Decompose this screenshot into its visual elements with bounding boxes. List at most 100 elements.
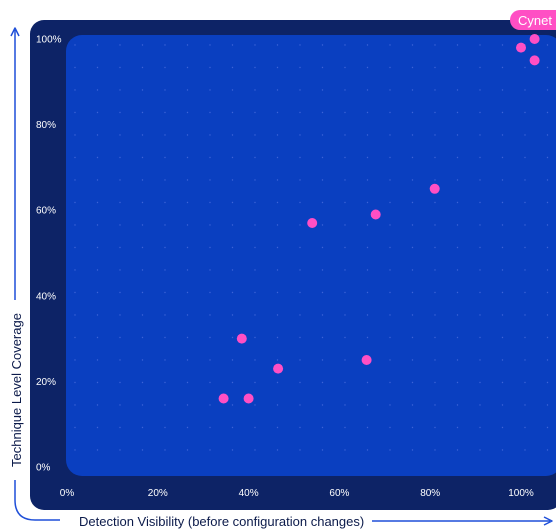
grid-dot — [411, 179, 414, 181]
grid-dot — [74, 44, 76, 46]
grid-dot — [456, 314, 459, 316]
grid-dot — [276, 314, 279, 316]
grid-dot — [74, 246, 76, 249]
x-tick-label: 40% — [239, 488, 259, 499]
grid-dot — [456, 336, 459, 339]
grid-dot — [321, 179, 324, 181]
grid-dot — [209, 449, 211, 451]
grid-dot — [411, 426, 414, 429]
grid-dot — [231, 89, 234, 91]
grid-dot — [546, 201, 549, 204]
grid-dot — [389, 336, 391, 339]
data-point — [307, 218, 318, 228]
grid-dot — [119, 111, 121, 114]
grid-dot — [299, 404, 301, 406]
grid-dot — [74, 381, 76, 384]
grid-dot — [434, 269, 436, 271]
grid-dot — [231, 246, 234, 249]
grid-dot — [366, 156, 369, 159]
grid-dot — [546, 134, 549, 136]
grid-dot — [366, 426, 369, 429]
grid-dot — [141, 89, 144, 91]
grid-dot — [411, 404, 414, 406]
grid-dot — [501, 359, 504, 361]
grid-dot — [524, 426, 526, 429]
data-point — [361, 355, 372, 365]
grid-dot — [276, 224, 279, 226]
grid-dot — [524, 111, 526, 114]
grid-dot — [389, 89, 391, 91]
grid-dot — [141, 134, 144, 136]
grid-dot — [119, 426, 121, 429]
grid-dot — [254, 291, 256, 294]
grid-dot — [344, 156, 346, 159]
y-tick-label: 80% — [36, 120, 56, 131]
grid-dot — [501, 44, 504, 46]
grid-dot — [186, 156, 189, 159]
grid-dot — [186, 426, 189, 429]
grid-dot — [479, 359, 481, 361]
grid-dot — [164, 381, 166, 384]
grid-dot — [321, 404, 324, 406]
x-tick-label: 100% — [508, 488, 534, 499]
grid-dot — [164, 134, 166, 136]
grid-dot — [479, 269, 481, 271]
grid-dot — [141, 156, 144, 159]
grid-dot — [209, 89, 211, 91]
callout-label: Cynet — [518, 13, 552, 28]
grid-dot — [479, 156, 481, 159]
grid-dot — [389, 201, 391, 204]
grid-dot — [254, 111, 256, 114]
grid-dot — [321, 336, 324, 339]
grid-dot — [141, 314, 144, 316]
y-tick-label: 0% — [36, 463, 51, 474]
grid-dot — [254, 89, 256, 91]
grid-dot — [546, 66, 549, 69]
grid-dot — [501, 336, 504, 339]
grid-dot — [276, 381, 279, 384]
grid-dot — [479, 44, 481, 46]
grid-dot — [366, 269, 369, 271]
grid-dot — [411, 111, 414, 114]
y-tick-label: 40% — [36, 291, 56, 302]
grid-dot — [119, 179, 121, 181]
grid-dot — [344, 66, 346, 69]
grid-dot — [321, 449, 324, 451]
grid-dot — [411, 156, 414, 159]
grid-dot — [344, 89, 346, 91]
grid-dot — [524, 336, 526, 339]
grid-dot — [389, 111, 391, 114]
grid-dot — [186, 179, 189, 181]
grid-dot — [299, 66, 301, 69]
grid-dot — [299, 246, 301, 249]
grid-dot — [434, 359, 436, 361]
y-axis-title: Technique Level Coverage — [9, 313, 24, 467]
grid-dot — [276, 111, 279, 114]
grid-dot — [209, 426, 211, 429]
grid-dot — [186, 269, 189, 271]
grid-dot — [411, 134, 414, 136]
grid-dot — [366, 291, 369, 294]
grid-dot — [231, 156, 234, 159]
grid-dot — [321, 269, 324, 271]
grid-dot — [254, 404, 256, 406]
grid-dot — [434, 89, 436, 91]
grid-dot — [546, 404, 549, 406]
grid-dot — [546, 44, 549, 46]
grid-dot — [524, 179, 526, 181]
grid-dot — [186, 336, 189, 339]
grid-dot — [501, 66, 504, 69]
grid-dot — [164, 201, 166, 204]
grid-dot — [366, 449, 369, 451]
grid-dot — [74, 179, 76, 181]
grid-dot — [344, 381, 346, 384]
grid-dot — [389, 156, 391, 159]
cynet-data-point — [529, 34, 540, 44]
grid-dot — [141, 449, 144, 451]
grid-dot — [434, 449, 436, 451]
grid-dot — [141, 111, 144, 114]
grid-dot — [186, 449, 189, 451]
grid-dot — [141, 179, 144, 181]
grid-dot — [524, 156, 526, 159]
grid-dot — [299, 291, 301, 294]
